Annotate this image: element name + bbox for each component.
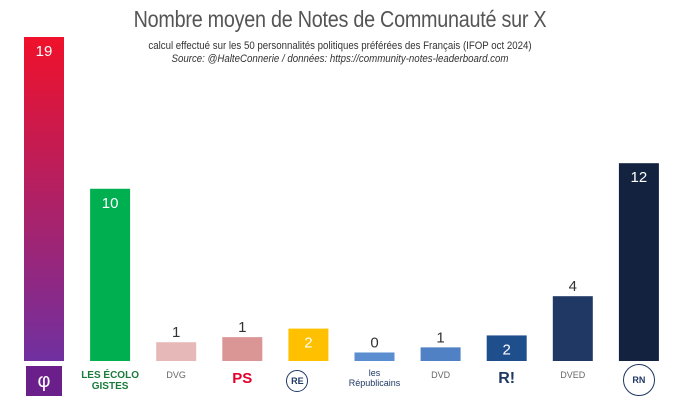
category-label: LES ÉCOLO GISTES bbox=[81, 370, 139, 392]
bar-dvg bbox=[156, 342, 197, 361]
data-label: 1 bbox=[172, 324, 180, 341]
data-label: 4 bbox=[569, 278, 577, 295]
category-label: R! bbox=[498, 370, 516, 387]
bar-reconqu-te bbox=[486, 335, 527, 361]
chart-subtitle: calcul effectué sur les 50 personnalités… bbox=[148, 40, 532, 52]
category-label: les Républicains bbox=[348, 368, 401, 388]
bar-ps bbox=[222, 337, 263, 361]
data-label: 0 bbox=[370, 334, 378, 351]
bar-dvd bbox=[420, 347, 461, 361]
data-label: 19 bbox=[36, 43, 53, 60]
bar-dved bbox=[552, 296, 593, 361]
data-label: 2 bbox=[503, 341, 511, 358]
chart-source: Source: @HalteConnerie / données: https:… bbox=[171, 53, 509, 65]
data-label: 1 bbox=[436, 329, 444, 346]
data-label: 1 bbox=[238, 319, 246, 336]
category-label: DVG bbox=[166, 370, 186, 380]
category-label: PS bbox=[232, 370, 253, 387]
data-label: 12 bbox=[631, 169, 648, 186]
category-label: DVD bbox=[431, 370, 451, 380]
bar-re bbox=[288, 328, 329, 361]
category-label: φ bbox=[26, 366, 62, 396]
bar-lr bbox=[354, 352, 395, 361]
category-label: DVED bbox=[560, 370, 586, 380]
chart-title: Nombre moyen de Notes de Communauté sur … bbox=[133, 6, 547, 32]
category-label: RE bbox=[286, 370, 309, 392]
category-label: RN bbox=[622, 364, 655, 396]
data-label: 10 bbox=[102, 195, 119, 212]
bar-les-cologistes bbox=[90, 188, 131, 361]
bar-lfi bbox=[24, 37, 64, 361]
bar-rn bbox=[618, 163, 659, 361]
data-label: 2 bbox=[304, 335, 312, 352]
